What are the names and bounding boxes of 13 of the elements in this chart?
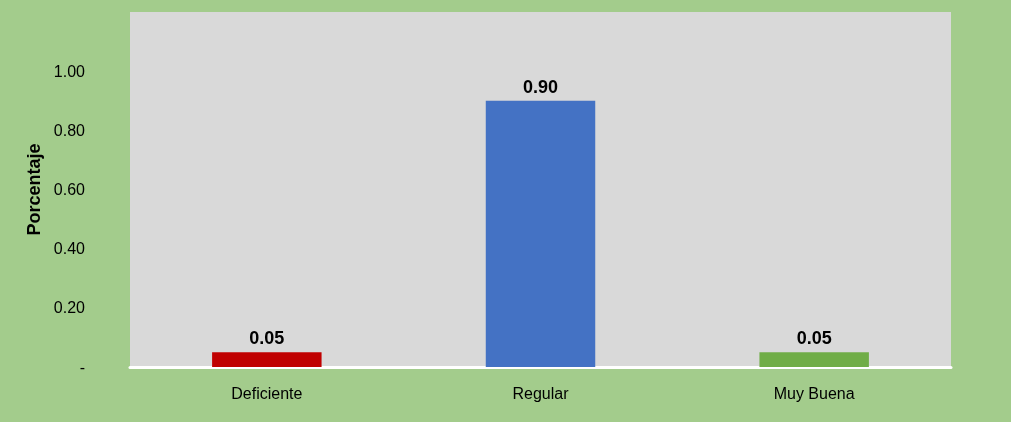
y-tick-label: 1.00 xyxy=(53,62,86,80)
y-tick-label: 0.20 xyxy=(53,299,86,317)
x-tick-label: Deficiente xyxy=(231,384,303,402)
x-tick-label: Regular xyxy=(512,384,570,402)
data-label: 0.05 xyxy=(249,328,285,349)
data-label: 0.05 xyxy=(796,328,832,349)
y-tick-label: - xyxy=(79,358,85,376)
y-tick-label: 0.40 xyxy=(53,240,86,258)
y-tick-label: 0.80 xyxy=(53,121,86,139)
y-tick-label: 0.60 xyxy=(53,181,86,198)
x-tick-label: Muy Buena xyxy=(773,384,855,402)
y-axis-title: Porcentaje xyxy=(23,143,44,236)
data-label: 0.90 xyxy=(522,76,559,97)
